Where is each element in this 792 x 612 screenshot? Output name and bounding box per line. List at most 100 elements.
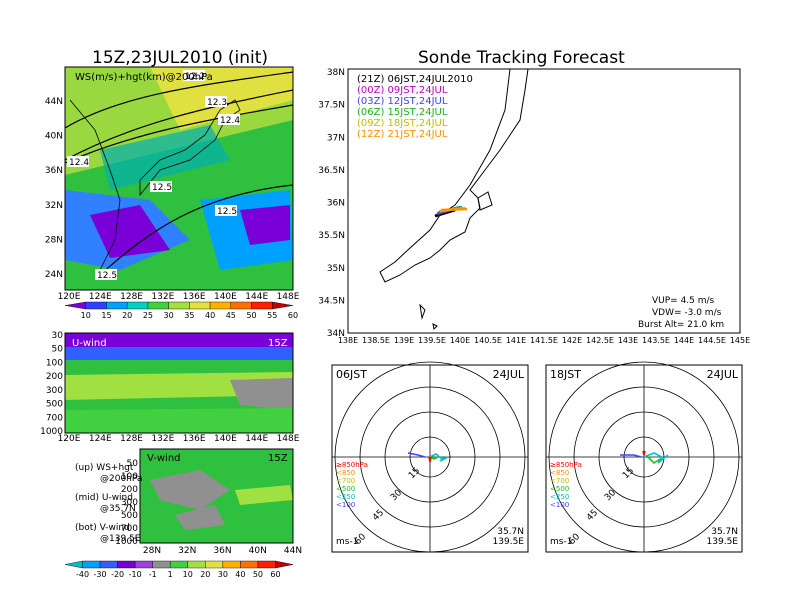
ws-colorbar-swatch bbox=[85, 301, 107, 310]
map-lon-tick: 120E bbox=[58, 292, 81, 302]
ws-colorbar-label: 20 bbox=[122, 311, 132, 320]
track-map-panel: (21Z) 06JST,24JUL2010(00Z) 09JST,24JUL (0… bbox=[347, 68, 741, 334]
hodograph-legend-item: <500 bbox=[550, 485, 569, 493]
uv-colorbar-swatch bbox=[170, 560, 188, 569]
hodograph-date: 24JUL bbox=[707, 368, 739, 381]
v-label: V-wind bbox=[147, 453, 181, 464]
hodograph-trace bbox=[647, 456, 661, 465]
u-y-tick: 100 bbox=[46, 358, 63, 368]
map-frame bbox=[64, 66, 294, 291]
ws-colorbar-label: 15 bbox=[101, 311, 111, 320]
hodograph-lat: 35.7N bbox=[711, 527, 738, 537]
hodograph-trace bbox=[642, 450, 646, 456]
ws-colorbar-label: 35 bbox=[184, 311, 194, 320]
note-bot-2: @139.5E bbox=[100, 534, 141, 544]
contour-label: 12.5 bbox=[217, 207, 237, 217]
contour-label: 12.3 bbox=[207, 98, 227, 108]
contour-label: 12.4 bbox=[69, 158, 89, 168]
track-lon-ticks: 138E 138.5E 139E 139.5E 140E 140.5E 141E 141.5E… bbox=[338, 336, 750, 345]
uv-colorbar-swatch bbox=[152, 560, 171, 569]
ws-colorbar-label: 45 bbox=[226, 311, 236, 320]
hodograph-trace bbox=[407, 452, 426, 458]
u-x-tick: 128E bbox=[120, 434, 143, 444]
map-lon-tick: 132E bbox=[151, 292, 174, 302]
uv-colorbar-swatch bbox=[82, 560, 101, 569]
ws-colorbar-swatch bbox=[147, 301, 169, 310]
hodograph-lat: 35.7N bbox=[497, 527, 524, 537]
track-lat-tick: 36N bbox=[327, 199, 345, 209]
island-2 bbox=[432, 323, 438, 331]
u-band-2 bbox=[65, 347, 293, 360]
u-frame bbox=[64, 332, 294, 434]
contour-12-3 bbox=[64, 89, 294, 161]
track-lon-tick: 143.5E bbox=[642, 336, 670, 345]
track-legend-item: (21Z) 06JST,24JUL2010 bbox=[357, 74, 473, 85]
notes: (up) WS+hgt @200hPa (mid) U-wind @35.7N … bbox=[75, 463, 142, 544]
v-y-tick: 500 bbox=[121, 511, 138, 521]
uv-colorbar-label: -40 bbox=[76, 570, 89, 579]
contour-label: 12.5 bbox=[97, 271, 117, 281]
contour-label: 12.5 bbox=[152, 183, 172, 193]
ws-colorbar-swatch bbox=[64, 301, 86, 310]
track-lat-ticks: 38N 37.5N 37N 36.5N 36N 35.5N 35N 34.5N 34N bbox=[318, 68, 345, 339]
island-1 bbox=[419, 303, 426, 320]
v-band-gray-1 bbox=[150, 470, 230, 510]
uv-colorbar-swatch bbox=[205, 560, 224, 569]
ws-colorbar-swatch bbox=[126, 301, 149, 310]
u-x-tick: 124E bbox=[89, 434, 112, 444]
v-x-tick: 28N bbox=[143, 546, 161, 556]
ws-colorbar-swatch bbox=[209, 301, 232, 310]
ws-colorbar-swatch bbox=[251, 301, 273, 310]
hodograph-unit: ms-1 bbox=[550, 537, 572, 547]
track-lon-tick: 144.5E bbox=[698, 336, 726, 345]
v-x-tick: 36N bbox=[213, 546, 231, 556]
u-y-tick: 1000 bbox=[40, 427, 63, 437]
track-lon-tick: 144E bbox=[674, 336, 694, 345]
hodograph-date: 24JUL bbox=[493, 368, 525, 381]
v-y-ticks: 50 100 200 300 500 700 1000 bbox=[115, 459, 138, 547]
v-y-tick: 200 bbox=[121, 485, 138, 495]
uv-colorbar: -40 -30 -20 -10 -1 1 10 20 30 40 50 60 bbox=[64, 560, 294, 579]
track-lon-tick: 142E bbox=[562, 336, 582, 345]
u-label: U-wind bbox=[72, 338, 107, 349]
vdw-text: VDW= -3.0 m/s bbox=[652, 308, 722, 318]
map-lon-tick: 148E bbox=[277, 292, 300, 302]
ws-colorbar-swatch bbox=[189, 301, 211, 310]
ws-band-east-min bbox=[240, 205, 290, 245]
v-y-tick: 300 bbox=[121, 498, 138, 508]
track-lon-tick: 142.5E bbox=[586, 336, 614, 345]
v-y-tick: 700 bbox=[121, 524, 138, 534]
v-band-gray-2 bbox=[175, 505, 225, 530]
uv-colorbar-label: -10 bbox=[129, 570, 142, 579]
burst-text: Burst Alt= 21.0 km bbox=[638, 320, 724, 330]
track-legend-item: (00Z) 09JST,24JUL bbox=[357, 85, 448, 96]
v-x-ticks: 28N 32N 36N 40N 44N bbox=[143, 546, 302, 556]
hodograph-legend-item: <700 bbox=[550, 477, 569, 485]
vup-text: VUP= 4.5 m/s bbox=[652, 296, 715, 306]
hodograph-legend-item: ≥850hPa bbox=[550, 461, 582, 469]
hodograph-time: 18JST bbox=[550, 368, 581, 381]
uv-colorbar-swatch bbox=[64, 560, 83, 569]
track-legend-item: (06Z) 15JST,24JUL bbox=[357, 107, 448, 118]
map-lat-tick: 36N bbox=[45, 166, 63, 176]
contour-labels: 12.2 12.3 12.4 12.4 12.5 12.5 12.5 bbox=[67, 70, 240, 281]
u-y-tick: 500 bbox=[46, 400, 63, 410]
note-up-2: @200hPa bbox=[100, 474, 142, 484]
v-y-tick: 1000 bbox=[115, 537, 138, 547]
track-lat-tick: 34.5N bbox=[318, 296, 345, 306]
ws-colorbar-swatch bbox=[168, 301, 190, 310]
u-x-tick: 120E bbox=[58, 434, 81, 444]
map-lon-tick: 136E bbox=[183, 292, 206, 302]
map-label: WS(m/s)+hgt(km)@200hPa bbox=[75, 72, 213, 83]
map-lon-ticks: 120E 124E 128E 132E 136E 140E 144E 148E bbox=[58, 292, 300, 302]
uv-colorbar-label: 1 bbox=[168, 570, 173, 579]
uv-colorbar-swatch bbox=[222, 560, 241, 569]
uv-colorbar-swatch bbox=[275, 560, 294, 569]
u-x-tick: 136E bbox=[183, 434, 206, 444]
hodograph-legend-item: <250 bbox=[550, 493, 569, 501]
track-lon-tick: 140.5E bbox=[474, 336, 502, 345]
u-x-tick: 140E bbox=[214, 434, 237, 444]
u-y-tick: 30 bbox=[52, 331, 64, 341]
hodograph-trace bbox=[428, 456, 432, 463]
